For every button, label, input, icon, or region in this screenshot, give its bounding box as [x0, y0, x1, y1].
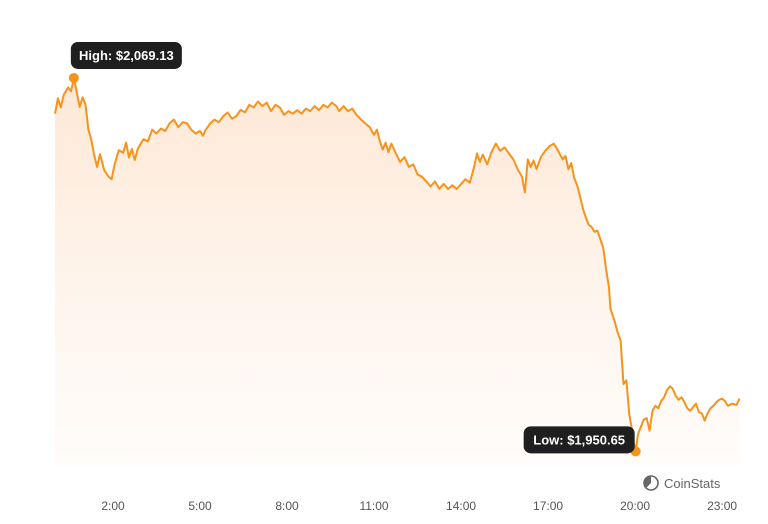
- x-axis-ticks: 2:00 5:00 8:00 11:00 14:00 17:00 20:00 23:00: [101, 499, 737, 513]
- x-tick-label: 5:00: [188, 499, 212, 513]
- low-callout-box: [523, 426, 635, 454]
- x-tick-label: 2:00: [101, 499, 125, 513]
- low-callout-label: Low: $1,950.65: [533, 432, 625, 447]
- price-area-fill: [55, 78, 740, 466]
- coinstats-logo-icon: [643, 475, 659, 491]
- x-tick-label: 11:00: [359, 499, 388, 513]
- price-series-line: [54, 77, 741, 453]
- x-tick-label: 8:00: [275, 499, 299, 513]
- high-callout-box: [70, 41, 182, 69]
- price-area: [55, 78, 740, 466]
- extreme-markers: High: $2,069.13 Low: $1,950.65: [68, 41, 641, 457]
- coinstats-brand: CoinStats: [643, 475, 721, 491]
- x-tick-label: 20:00: [620, 499, 650, 513]
- x-tick-label: 17:00: [533, 499, 563, 513]
- x-tick-label: 23:00: [707, 499, 737, 513]
- high-marker: [68, 72, 79, 83]
- high-callout-label: High: $2,069.13: [79, 48, 174, 63]
- coinstats-brand-name: CoinStats: [664, 476, 721, 491]
- price-line: [54, 77, 741, 453]
- x-tick-label: 14:00: [446, 499, 476, 513]
